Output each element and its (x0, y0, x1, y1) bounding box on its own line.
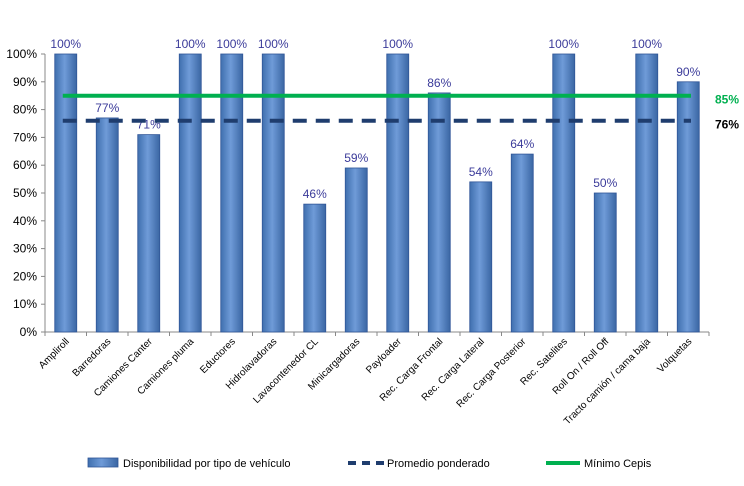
bar (220, 53, 244, 333)
bar (95, 117, 119, 333)
bar (635, 53, 659, 333)
y-tick-label: 60% (13, 158, 37, 172)
y-tick-label: 80% (13, 103, 37, 117)
y-tick-label: 100% (6, 47, 37, 61)
bar (178, 53, 202, 333)
data-label: 100% (631, 37, 662, 51)
data-label: 100% (258, 37, 289, 51)
reference-label: 76% (715, 118, 739, 132)
bar (303, 203, 327, 333)
y-tick-label: 70% (13, 130, 37, 144)
bar (344, 167, 368, 333)
reference-lines: 76% 85% (62, 93, 739, 132)
data-label: 100% (175, 37, 206, 51)
bar (552, 53, 576, 333)
data-label: 90% (676, 65, 700, 79)
y-tick-label: 90% (13, 75, 37, 89)
x-tick-label: Ampliroll (37, 336, 72, 371)
data-label: 46% (303, 187, 327, 201)
data-label: 54% (469, 165, 493, 179)
x-tick-label: Volquetas (656, 336, 695, 375)
x-tick-label: Barredoras (71, 336, 114, 379)
bar (469, 181, 493, 333)
bar (676, 81, 700, 333)
bar (510, 153, 534, 333)
legend: Disponibilidad por tipo de vehículo Prome… (87, 457, 652, 470)
x-tick-label: Rec. Carga Posterior (455, 336, 529, 410)
legend-label: Mínimo Cepis (584, 458, 652, 470)
data-label: 100% (216, 37, 247, 51)
data-label: 86% (427, 76, 451, 90)
axes: 0% 10% 20% 30% 40% 50% 60% 70% 80% 90% 100% (6, 47, 710, 339)
bar (137, 134, 161, 333)
data-label: 59% (344, 151, 368, 165)
x-tick-label: Tracto camión / cama baja (562, 336, 653, 427)
data-label: 77% (95, 101, 119, 115)
legend-bar-swatch (87, 457, 119, 468)
legend-label: Promedio ponderado (387, 458, 490, 470)
bar (593, 192, 617, 333)
data-label: 64% (510, 137, 534, 151)
y-tick-label: 30% (13, 242, 37, 256)
bar (261, 53, 285, 333)
reference-label: 85% (715, 93, 739, 107)
bar (427, 92, 451, 333)
bar (54, 53, 78, 333)
data-label: 100% (548, 37, 579, 51)
data-label: 100% (382, 37, 413, 51)
x-tick-label: Eductores (198, 336, 238, 376)
bar (386, 53, 410, 333)
y-tick-label: 10% (13, 297, 37, 311)
x-tick-label: Payloader (364, 336, 404, 376)
y-tick-label: 40% (13, 214, 37, 228)
y-tick-label: 50% (13, 186, 37, 200)
y-tick-label: 20% (13, 269, 37, 283)
y-tick-label: 0% (20, 325, 38, 339)
data-label: 100% (50, 37, 81, 51)
legend-label: Disponibilidad por tipo de vehículo (123, 458, 291, 470)
data-label: 50% (593, 176, 617, 190)
